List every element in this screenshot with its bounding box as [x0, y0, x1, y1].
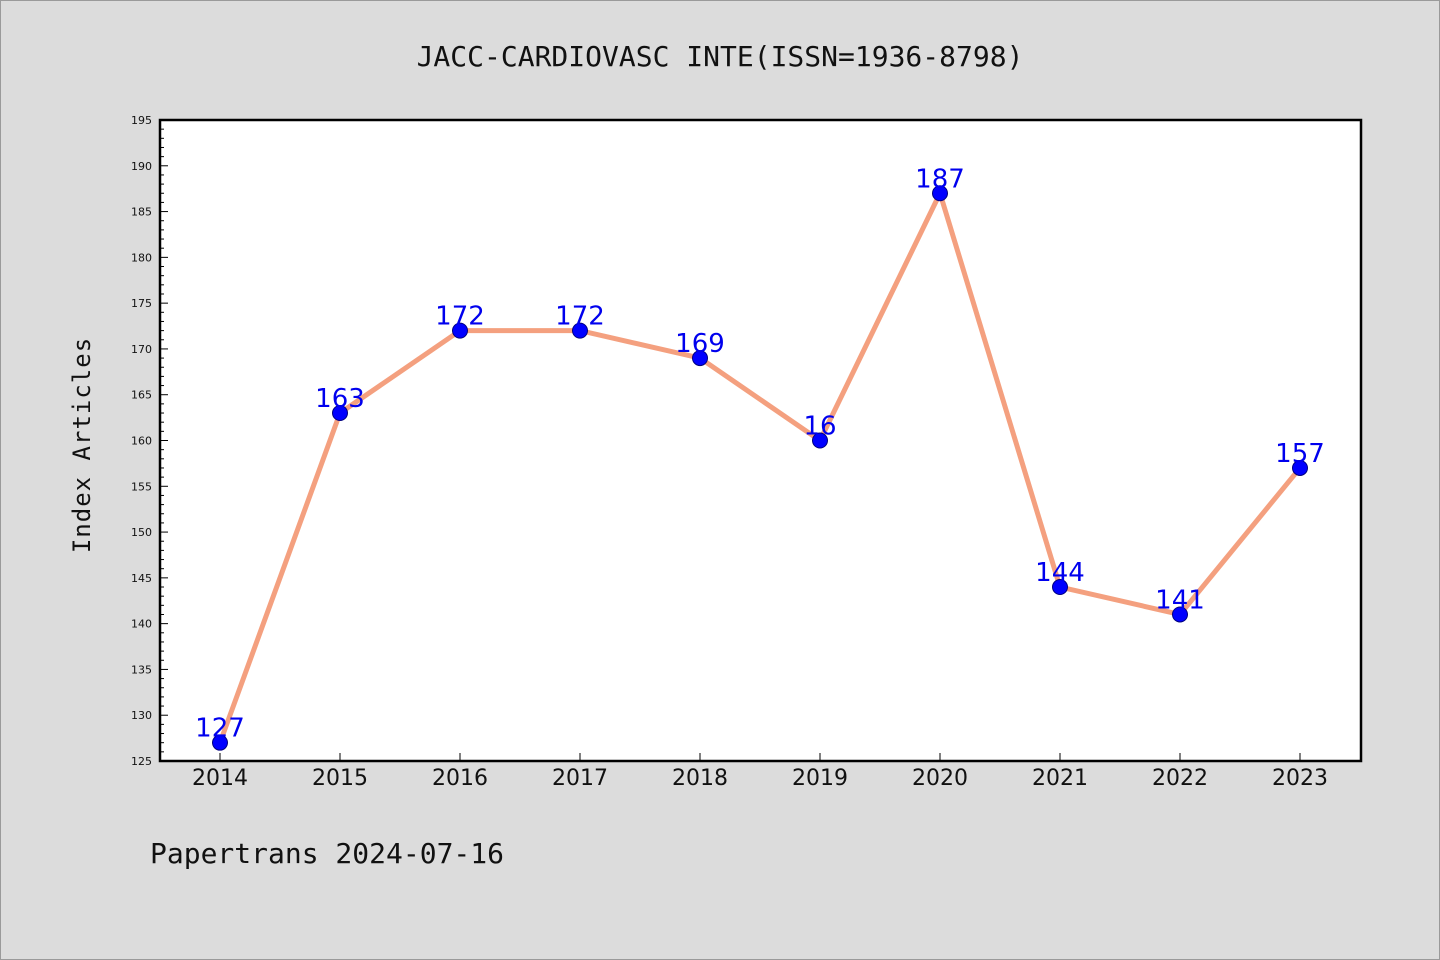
- y-tick-label: 125: [131, 755, 152, 768]
- series-points: [212, 185, 1308, 751]
- axis-ticks: [160, 119, 1301, 762]
- data-label: 16: [803, 412, 836, 442]
- x-tick-label: 2017: [552, 766, 608, 791]
- data-point: [812, 432, 828, 449]
- y-tick-labels: 125 130 135 140 145 150 155 160 165 170 175 180 185 1…: [131, 114, 152, 768]
- y-tick-label: 170: [131, 343, 152, 356]
- y-tick-label: 185: [131, 206, 152, 219]
- footer-text: Papertrans 2024-07-16: [150, 837, 504, 870]
- data-point: [332, 405, 348, 422]
- series-polyline: [217, 186, 1302, 744]
- plot-border: [158, 118, 1363, 763]
- data-point: [212, 734, 228, 751]
- x-tick-label: 2022: [1152, 766, 1208, 791]
- data-labels: 127 163 172 172 169 16 187 144 141 157: [195, 164, 1325, 743]
- y-tick-label: 165: [131, 389, 152, 402]
- series-line: [217, 186, 1302, 744]
- data-point: [572, 322, 588, 339]
- y-tick-label: 135: [131, 663, 152, 676]
- data-label: 187: [915, 164, 965, 194]
- x-tick-label: 2019: [792, 766, 848, 791]
- x-tick-label: 2020: [912, 766, 968, 791]
- y-axis-label: Index Articles: [68, 337, 96, 553]
- x-tick-label: 2023: [1272, 766, 1328, 791]
- data-label: 127: [195, 714, 245, 744]
- y-tick-label: 175: [131, 297, 152, 310]
- y-tick-label: 160: [131, 435, 152, 448]
- data-label: 172: [555, 302, 605, 332]
- data-point: [692, 350, 708, 367]
- x-tick-label: 2016: [432, 766, 488, 791]
- chart-title: JACC-CARDIOVASC INTE(ISSN=1936-8798): [417, 40, 1024, 73]
- data-label: 141: [1155, 585, 1205, 615]
- data-point: [1292, 459, 1308, 476]
- data-label: 144: [1035, 558, 1085, 588]
- x-tick-label: 2021: [1032, 766, 1088, 791]
- y-tick-label: 195: [131, 114, 152, 127]
- y-tick-label: 190: [131, 160, 152, 173]
- x-tick-label: 2014: [192, 766, 248, 791]
- data-point: [932, 185, 948, 202]
- data-label: 157: [1275, 439, 1325, 469]
- y-tick-label: 150: [131, 526, 152, 539]
- data-point: [1172, 606, 1188, 623]
- y-tick-label: 130: [131, 709, 152, 722]
- y-tick-label: 145: [131, 572, 152, 585]
- x-tick-label: 2018: [672, 766, 728, 791]
- x-tick-label: 2015: [312, 766, 368, 791]
- y-tick-label: 155: [131, 480, 152, 493]
- plot-area: [160, 120, 1361, 761]
- data-point: [452, 322, 468, 339]
- y-tick-label: 180: [131, 251, 152, 264]
- y-tick-label: 140: [131, 618, 152, 631]
- data-label: 163: [315, 384, 365, 414]
- data-label: 172: [435, 302, 485, 332]
- data-point: [1052, 579, 1068, 596]
- x-tick-labels: 2014 2015 2016 2017 2018 2019 2020 2021 2022 2023: [192, 766, 1328, 791]
- data-label: 169: [675, 329, 725, 359]
